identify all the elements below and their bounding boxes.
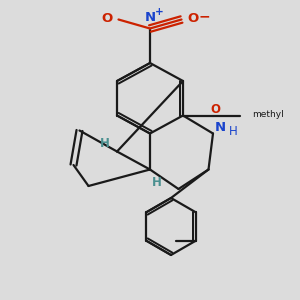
Text: O: O [210, 103, 220, 116]
Text: −: − [198, 9, 210, 23]
Text: N: N [145, 11, 156, 24]
Text: O: O [187, 11, 199, 25]
Text: +: + [154, 7, 164, 17]
Text: O: O [101, 11, 112, 25]
Text: H: H [229, 124, 238, 138]
Text: H: H [100, 136, 110, 150]
Text: N: N [215, 121, 226, 134]
Text: H: H [152, 176, 161, 189]
Text: methyl: methyl [252, 110, 284, 119]
